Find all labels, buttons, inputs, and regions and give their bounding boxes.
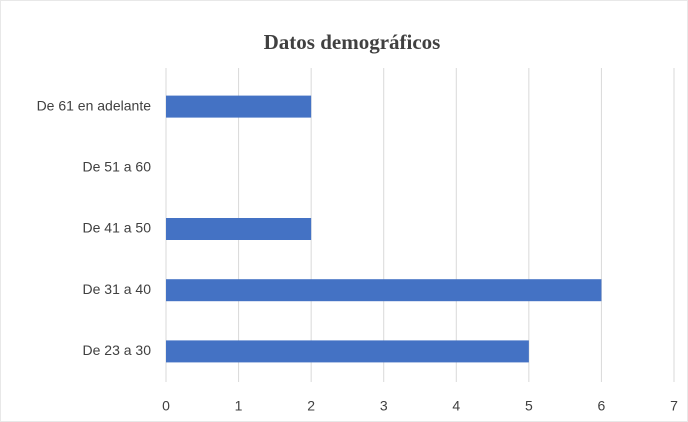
x-tick-label: 2 <box>307 398 315 414</box>
y-tick-label: De 23 a 30 <box>83 342 152 358</box>
chart-title: Datos demográficos <box>264 30 441 54</box>
x-tick-label: 6 <box>598 398 606 414</box>
y-tick-label: De 41 a 50 <box>83 220 152 236</box>
x-tick-label: 4 <box>452 398 460 414</box>
bar <box>166 95 312 118</box>
y-tick-label: De 61 en adelante <box>37 97 152 113</box>
x-tick-label: 7 <box>670 398 678 414</box>
bar <box>166 218 312 240</box>
x-tick-label: 1 <box>235 398 243 414</box>
x-tick-label: 5 <box>525 398 533 414</box>
bar <box>166 340 529 363</box>
x-tick-label: 3 <box>380 398 388 414</box>
y-tick-label: De 51 a 60 <box>83 159 152 175</box>
bar <box>166 279 602 302</box>
y-tick-label: De 31 a 40 <box>83 281 152 297</box>
x-tick-label: 0 <box>162 398 170 414</box>
